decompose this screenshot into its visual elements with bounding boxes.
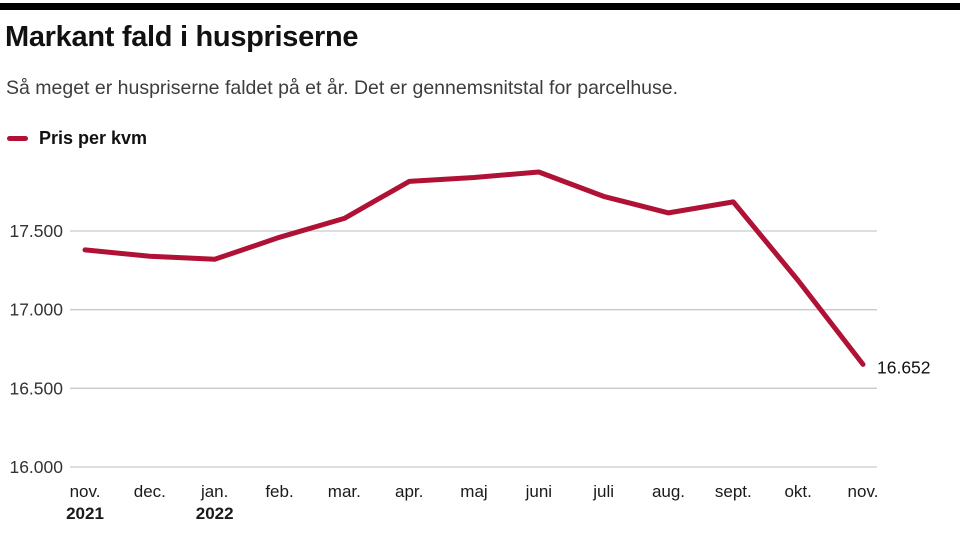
- x-axis-tick-label: feb.: [265, 482, 293, 501]
- end-value-label: 16.652: [877, 357, 931, 377]
- x-axis-tick-label: apr.: [395, 482, 423, 501]
- chart-title: Markant fald i huspriserne: [5, 21, 359, 53]
- x-axis-year-label: 2022: [196, 504, 234, 523]
- y-axis-tick-label: 17.000: [9, 300, 63, 320]
- x-axis-tick-label: juli: [592, 482, 614, 501]
- x-axis-tick-label: nov.: [848, 482, 879, 501]
- x-axis-tick-label: dec.: [134, 482, 166, 501]
- y-axis-tick-label: 16.000: [9, 457, 63, 477]
- legend-label: Pris per kvm: [39, 128, 148, 148]
- legend-line-swatch: [7, 136, 28, 141]
- y-axis-tick-label: 17.500: [9, 221, 63, 241]
- y-axis-tick-label: 16.500: [9, 378, 63, 398]
- x-axis-tick-label: maj: [460, 482, 487, 501]
- x-axis-tick-label: nov.: [70, 482, 101, 501]
- price-line: [82, 169, 866, 367]
- x-axis-tick-label: juni: [525, 482, 552, 501]
- line-chart: 17.500 17.000 16.500 16.000 nov. 2021 dec. jan.…: [9, 169, 931, 523]
- legend: Pris per kvm: [7, 128, 147, 149]
- top-accent-bar: [0, 3, 960, 10]
- x-axis-tick-label: okt.: [784, 482, 811, 501]
- x-axis-tick-label: jan.: [200, 482, 228, 501]
- x-axis-tick-label: mar.: [328, 482, 361, 501]
- x-axis-year-label: 2021: [66, 504, 104, 523]
- x-axis-tick-label: aug.: [652, 482, 685, 501]
- x-axis-tick-label: sept.: [715, 482, 752, 501]
- chart-subtitle: Så meget er huspriserne faldet på et år.…: [6, 77, 679, 99]
